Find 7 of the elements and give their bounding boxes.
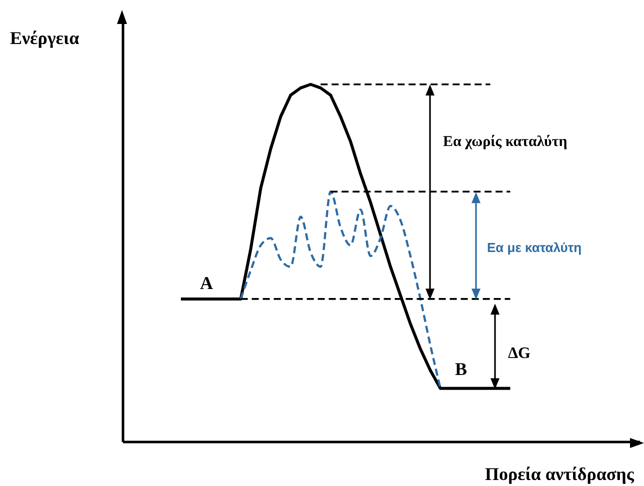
y-axis-title: Ενέργεια [10, 28, 80, 48]
annotation: B [455, 359, 468, 379]
annotation: Εα με καταλύτη [487, 240, 582, 255]
annotation: Εα χωρίς καταλύτη [443, 134, 568, 150]
annotation: A [200, 273, 213, 293]
annotation: ΔG [508, 345, 532, 362]
x-axis-title: Πορεία αντίδρασης [484, 464, 634, 484]
